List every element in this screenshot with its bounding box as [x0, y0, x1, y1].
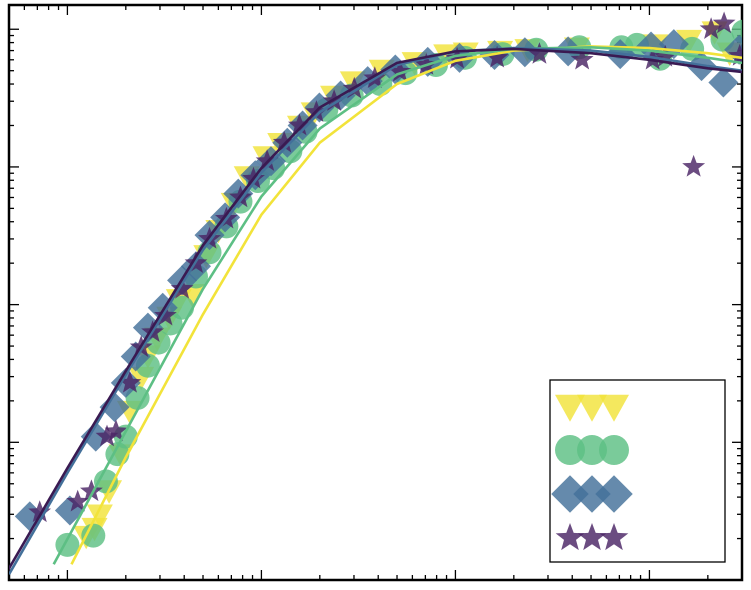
data-point	[104, 419, 128, 442]
data-point	[388, 59, 412, 82]
legend-marker-circle	[555, 435, 585, 465]
legend-entry-triangle-down	[555, 394, 629, 422]
plot-area	[7, 3, 744, 582]
legend-entry-circle	[555, 435, 629, 465]
data-layer	[9, 11, 742, 575]
data-point	[86, 504, 113, 528]
legend-marker-triangle-down	[555, 394, 585, 422]
legend-marker-triangle-down	[577, 394, 607, 422]
legend-marker-star	[555, 523, 585, 551]
data-point	[66, 489, 90, 512]
legend-marker-star	[577, 523, 607, 551]
legend-marker-circle	[599, 435, 629, 465]
legend-entry-diamond	[551, 475, 633, 513]
data-point	[95, 424, 119, 447]
data-point	[93, 469, 118, 494]
data-point	[728, 43, 742, 66]
legend-marker-star	[599, 523, 629, 551]
data-point	[509, 37, 540, 68]
data-point	[699, 17, 723, 39]
data-point	[485, 45, 509, 68]
legend-marker-circle	[577, 435, 607, 465]
legend-marker-diamond	[595, 475, 633, 513]
data-point	[170, 295, 195, 320]
data-point	[570, 47, 594, 70]
data-point	[653, 44, 677, 67]
data-point	[712, 11, 736, 34]
data-point	[255, 149, 279, 171]
data-point	[81, 523, 106, 548]
data-point	[118, 370, 142, 393]
fit-line	[70, 45, 742, 565]
fit-line	[9, 46, 742, 575]
data-point	[682, 154, 706, 177]
legend-marker-triangle-down	[599, 394, 629, 422]
data-point	[28, 500, 52, 523]
legend-entry-star	[555, 523, 629, 551]
data-point	[154, 303, 177, 326]
data-point	[288, 113, 311, 136]
fit-line	[9, 47, 742, 572]
data-point	[170, 276, 194, 299]
legend	[549, 379, 726, 563]
legend-box	[549, 379, 726, 563]
legend-marker-diamond	[573, 475, 611, 513]
data-point	[708, 67, 739, 98]
data-point	[272, 130, 296, 153]
data-point	[528, 42, 551, 64]
legend-marker-diamond	[551, 475, 589, 513]
axes-frame	[7, 3, 744, 582]
fit-line	[52, 46, 742, 565]
data-point	[445, 46, 469, 69]
data-point	[80, 479, 103, 502]
